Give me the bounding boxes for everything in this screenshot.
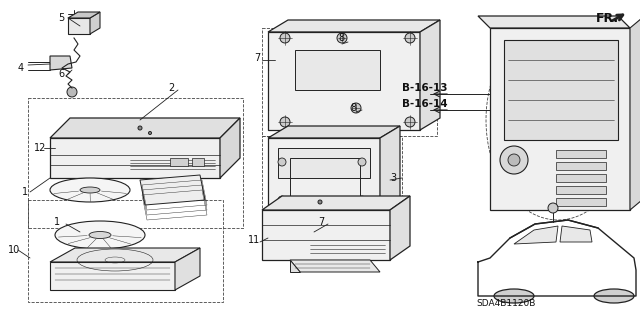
Polygon shape xyxy=(420,20,440,130)
Ellipse shape xyxy=(80,187,100,193)
Text: B-16-14: B-16-14 xyxy=(402,99,447,109)
Polygon shape xyxy=(268,20,440,32)
Polygon shape xyxy=(490,28,630,210)
Polygon shape xyxy=(50,138,220,178)
Text: 8: 8 xyxy=(350,103,356,113)
Polygon shape xyxy=(50,56,72,70)
Polygon shape xyxy=(478,16,630,28)
Bar xyxy=(262,28,437,136)
Polygon shape xyxy=(290,260,300,272)
Bar xyxy=(170,158,188,166)
Circle shape xyxy=(358,158,366,166)
Text: 12: 12 xyxy=(34,143,46,153)
Polygon shape xyxy=(268,138,380,238)
Circle shape xyxy=(148,131,152,135)
Circle shape xyxy=(337,33,347,43)
Bar xyxy=(556,162,606,170)
Polygon shape xyxy=(560,226,592,242)
Text: FR.: FR. xyxy=(596,11,619,25)
Polygon shape xyxy=(278,148,370,178)
Polygon shape xyxy=(68,18,90,34)
Polygon shape xyxy=(220,118,240,178)
Text: 4: 4 xyxy=(18,63,24,73)
Circle shape xyxy=(405,117,415,127)
Text: 6: 6 xyxy=(58,69,64,79)
Circle shape xyxy=(280,117,290,127)
Circle shape xyxy=(278,196,286,204)
Text: 5: 5 xyxy=(58,13,64,23)
Text: 1: 1 xyxy=(22,187,28,197)
Polygon shape xyxy=(68,12,100,18)
Bar xyxy=(556,174,606,182)
Polygon shape xyxy=(262,196,410,210)
Circle shape xyxy=(280,33,290,43)
Circle shape xyxy=(278,158,286,166)
Text: B-16-13: B-16-13 xyxy=(402,83,447,93)
Polygon shape xyxy=(262,210,390,260)
Text: 10: 10 xyxy=(8,245,20,255)
Polygon shape xyxy=(380,126,400,238)
Polygon shape xyxy=(290,260,380,272)
Polygon shape xyxy=(50,262,175,290)
Polygon shape xyxy=(295,50,380,90)
Ellipse shape xyxy=(494,289,534,303)
Bar xyxy=(28,98,243,228)
Polygon shape xyxy=(140,175,205,205)
Ellipse shape xyxy=(89,232,111,239)
Polygon shape xyxy=(390,196,410,260)
Circle shape xyxy=(305,225,315,235)
Polygon shape xyxy=(268,32,420,130)
Polygon shape xyxy=(50,248,200,262)
Text: 2: 2 xyxy=(168,83,174,93)
Text: 11: 11 xyxy=(248,235,260,245)
Text: 7: 7 xyxy=(318,217,324,227)
Polygon shape xyxy=(50,118,240,138)
Text: 7: 7 xyxy=(254,53,260,63)
Text: SDA4B1120B: SDA4B1120B xyxy=(476,300,536,308)
Circle shape xyxy=(351,103,361,113)
Ellipse shape xyxy=(55,221,145,249)
Polygon shape xyxy=(514,226,558,244)
Ellipse shape xyxy=(50,178,130,202)
Text: 1: 1 xyxy=(54,217,60,227)
Circle shape xyxy=(405,33,415,43)
Polygon shape xyxy=(504,40,618,140)
Text: 8: 8 xyxy=(338,33,344,43)
Circle shape xyxy=(358,196,366,204)
Ellipse shape xyxy=(594,289,634,303)
Bar xyxy=(262,136,402,244)
Circle shape xyxy=(500,146,528,174)
Polygon shape xyxy=(175,248,200,290)
Bar xyxy=(28,200,223,302)
Polygon shape xyxy=(90,12,100,34)
Circle shape xyxy=(548,203,558,213)
Circle shape xyxy=(318,200,322,204)
Polygon shape xyxy=(630,18,640,210)
Bar xyxy=(192,158,204,166)
Text: 3: 3 xyxy=(390,173,396,183)
Polygon shape xyxy=(268,126,400,138)
Circle shape xyxy=(67,87,77,97)
Circle shape xyxy=(508,154,520,166)
Circle shape xyxy=(138,126,142,130)
Bar xyxy=(556,150,606,158)
Bar xyxy=(556,186,606,194)
Bar xyxy=(556,198,606,206)
